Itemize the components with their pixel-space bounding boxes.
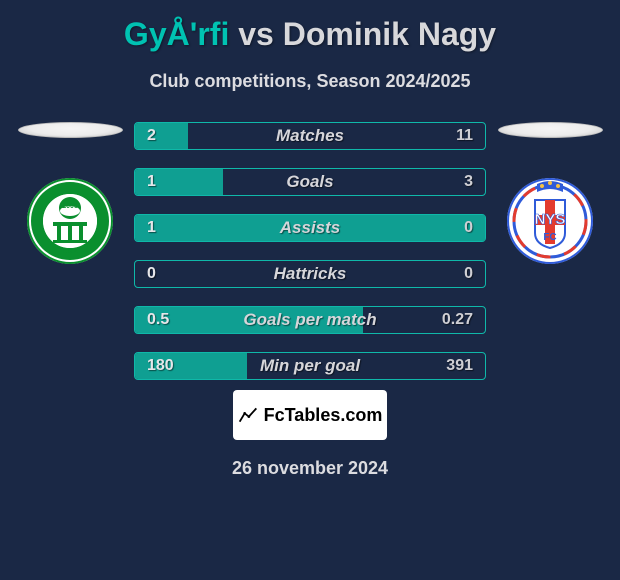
- brand-text: FcTables.com: [264, 405, 383, 426]
- comparison-title: GyÅ'rfi vs Dominik Nagy: [10, 16, 610, 53]
- stat-right-value: 3: [464, 173, 473, 191]
- player1-photo: [18, 122, 123, 138]
- date-text: 26 november 2024: [10, 458, 610, 479]
- stat-label: Assists: [280, 218, 340, 238]
- stat-label: Goals: [286, 172, 333, 192]
- left-side: 2006 1862: [10, 122, 130, 264]
- stat-row: 0 Hattricks 0: [134, 260, 486, 288]
- stat-left-value: 0: [147, 265, 156, 283]
- stat-right-value: 0: [464, 219, 473, 237]
- stat-row: 0.5 Goals per match 0.27: [134, 306, 486, 334]
- stat-right-value: 0.27: [442, 311, 473, 329]
- stat-row: 1 Assists 0: [134, 214, 486, 242]
- svg-text:1862: 1862: [62, 248, 78, 255]
- team1-logo: 2006 1862: [27, 178, 113, 264]
- stat-left-value: 1: [147, 219, 156, 237]
- stats-column: 2Matches111Goals31Assists00Hattricks00.5…: [130, 122, 490, 380]
- stat-row: 1 Goals 3: [134, 168, 486, 196]
- team2-logo: NYS FC: [507, 178, 593, 264]
- stat-label: Hattricks: [274, 264, 347, 284]
- svg-text:FC: FC: [543, 232, 556, 243]
- stat-left-value: 1: [147, 173, 156, 191]
- vs-text: vs: [238, 16, 274, 52]
- stat-right-value: 0: [464, 265, 473, 283]
- svg-text:NYS: NYS: [535, 211, 566, 228]
- svg-text:2006: 2006: [62, 203, 78, 210]
- stat-label: Goals per match: [243, 310, 376, 330]
- stat-left-value: 180: [147, 357, 174, 375]
- stat-left-value: 2: [147, 127, 156, 145]
- stat-right-value: 11: [456, 127, 473, 145]
- subtitle: Club competitions, Season 2024/2025: [10, 71, 610, 92]
- right-side: NYS FC: [490, 122, 610, 264]
- stat-row: 180 Min per goal 391: [134, 352, 486, 380]
- player1-name: GyÅ'rfi: [124, 16, 229, 52]
- stat-right-value: 391: [446, 357, 473, 375]
- stat-row: 2 Matches 11: [134, 122, 486, 150]
- brand-badge[interactable]: FcTables.com: [233, 390, 387, 440]
- brand-icon: [238, 405, 258, 425]
- stat-left-value: 0.5: [147, 311, 169, 329]
- stat-fill: [135, 123, 188, 149]
- player2-name: Dominik Nagy: [283, 16, 496, 52]
- stat-label: Matches: [276, 126, 344, 146]
- player2-photo: [498, 122, 603, 138]
- stat-label: Min per goal: [260, 356, 360, 376]
